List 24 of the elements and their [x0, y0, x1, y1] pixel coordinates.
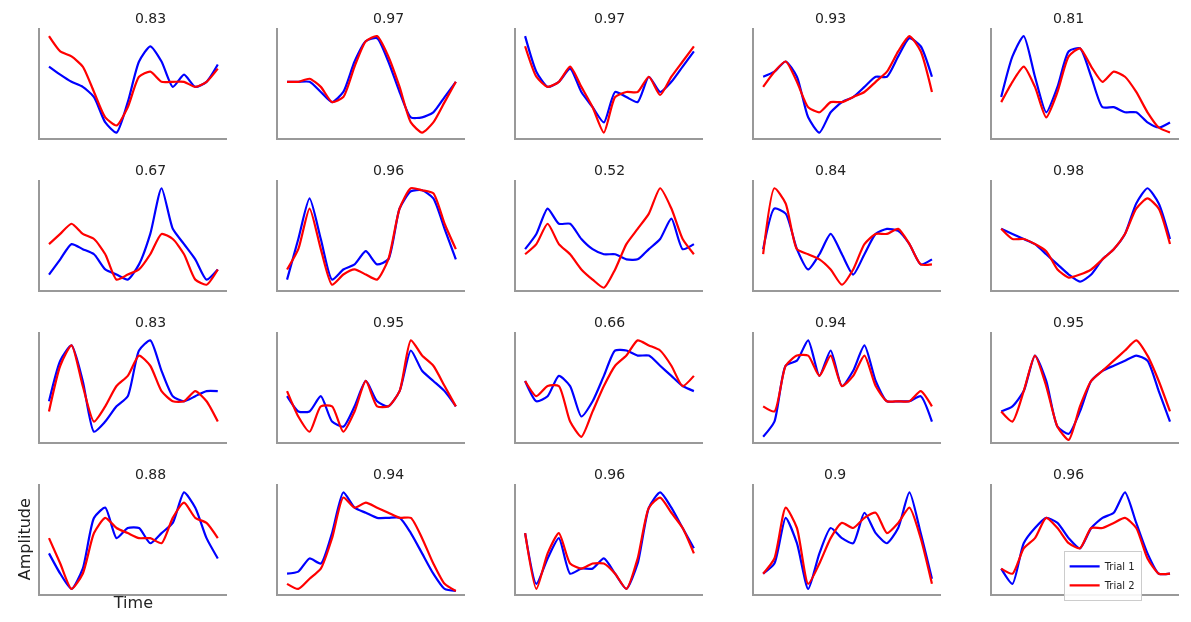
- chart-title: 0.9: [824, 466, 847, 482]
- chart-title: 0.52: [594, 162, 626, 178]
- chart-title: 0.88: [135, 466, 167, 482]
- chart-title: 0.95: [1053, 314, 1085, 330]
- chart-title: 0.66: [594, 314, 626, 330]
- chart-title: 0.97: [373, 10, 405, 26]
- chart-title: 0.83: [135, 10, 167, 26]
- chart-title: 0.98: [1053, 162, 1085, 178]
- chart-title: 0.96: [373, 162, 405, 178]
- chart-title: 0.67: [135, 162, 167, 178]
- legend-label: Trial 1: [1103, 561, 1135, 573]
- chart-title: 0.84: [815, 162, 847, 178]
- chart-title: 0.83: [135, 314, 167, 330]
- chart-title: 0.96: [594, 466, 626, 482]
- chart-title: 0.94: [373, 466, 405, 482]
- chart-title: 0.81: [1053, 10, 1085, 26]
- chart-title: 0.97: [594, 10, 626, 26]
- x-axis-title: Time: [112, 592, 153, 612]
- chart-title: 0.93: [815, 10, 847, 26]
- y-axis-title: Amplitude: [14, 498, 34, 581]
- chart-title: 0.95: [373, 314, 405, 330]
- chart-title: 0.94: [815, 314, 847, 330]
- legend-label: Trial 2: [1103, 580, 1135, 592]
- chart-title: 0.96: [1053, 466, 1085, 482]
